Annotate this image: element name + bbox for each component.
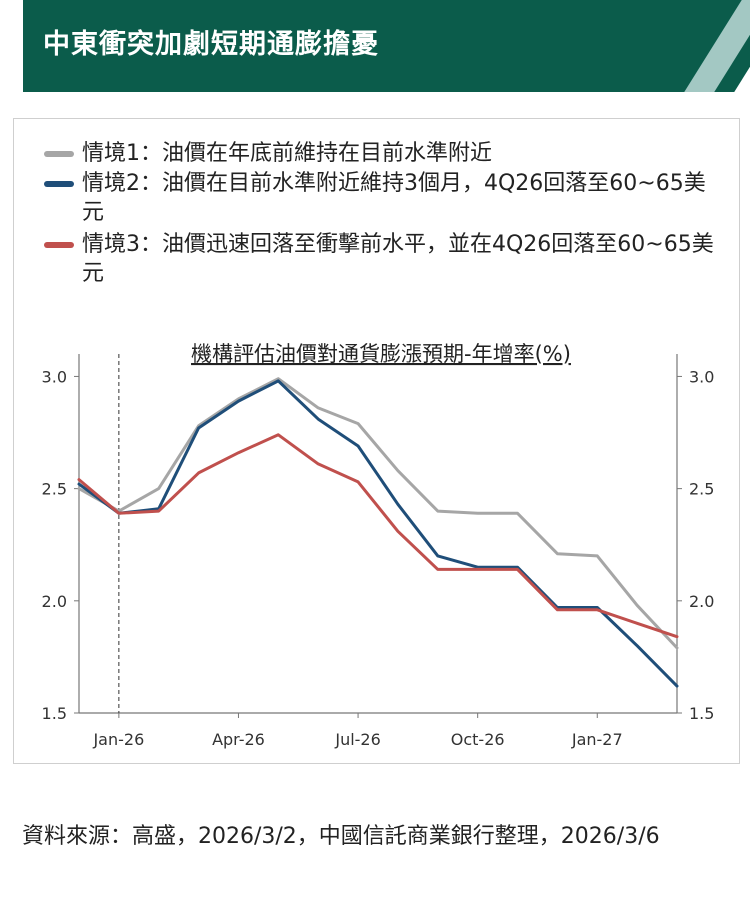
- page-title: 中東衝突加劇短期通膨擔憂: [43, 29, 379, 60]
- x-tick-label: Jan-27: [571, 730, 623, 749]
- x-tick-label: Jan-26: [92, 730, 144, 749]
- chart-ticks: 3.0 3.0 2.5 2.5 2.0 2.0 1.5 1.5 Jan-26 Apr-26 Jul-…: [42, 367, 715, 749]
- x-tick-label: Apr-26: [212, 730, 265, 749]
- chart-card: 情境1：油價在年底前維持在目前水準附近 情境2：油價在目前水準附近維持3個月，4…: [13, 118, 740, 764]
- y-tick-label-right: 3.0: [689, 367, 714, 386]
- y-tick-label-right: 1.5: [689, 704, 714, 723]
- legend-item-scenario-3: 情境3：油價迅速回落至衝擊前水平，並在4Q26回落至60~65美元: [44, 230, 722, 288]
- y-tick-label-right: 2.0: [689, 592, 714, 611]
- y-tick-label-right: 2.5: [689, 480, 714, 499]
- legend-label-scenario-3: 情境3：油價迅速回落至衝擊前水平，並在4Q26回落至60~65美元: [82, 232, 714, 286]
- legend-label-scenario-1: 情境1：油價在年底前維持在目前水準附近: [82, 141, 492, 166]
- x-tick-label: Jul-26: [334, 730, 380, 749]
- x-tick-label: Oct-26: [451, 730, 505, 749]
- header-banner: 中東衝突加劇短期通膨擔憂: [23, 0, 750, 92]
- legend-label-scenario-2: 情境2：油價在目前水準附近維持3個月，4Q26回落至60~65美元: [82, 171, 706, 225]
- legend-swatch-scenario-2: [44, 181, 74, 187]
- y-tick-label-left: 1.5: [42, 704, 67, 723]
- legend-item-scenario-2: 情境2：油價在目前水準附近維持3個月，4Q26回落至60~65美元: [44, 169, 722, 227]
- y-tick-label-left: 3.0: [42, 367, 67, 386]
- y-tick-label-left: 2.0: [42, 592, 67, 611]
- chart-series: [77, 377, 679, 688]
- series-line-scenario-1: [77, 377, 679, 650]
- legend-item-scenario-1: 情境1：油價在年底前維持在目前水準附近: [44, 139, 722, 168]
- legend-swatch-scenario-3: [44, 242, 74, 248]
- legend-swatch-scenario-1: [44, 151, 74, 157]
- line-chart: 機構評估油價對通貨膨漲預期-年增率(%) 3.0 3.0 2.5 2.5 2.0 2.0 1…: [42, 342, 715, 749]
- header-decor-stripe: [684, 0, 750, 92]
- series-line-scenario-3: [77, 433, 679, 639]
- chart-title: 機構評估油價對通貨膨漲預期-年增率(%): [191, 342, 571, 366]
- source-note: 資料來源：高盛，2026/3/2，中國信託商業銀行整理，2026/3/6: [22, 824, 660, 849]
- y-tick-label-left: 2.5: [42, 480, 67, 499]
- series-line-scenario-2: [77, 379, 679, 688]
- chart-axes: [78, 354, 678, 714]
